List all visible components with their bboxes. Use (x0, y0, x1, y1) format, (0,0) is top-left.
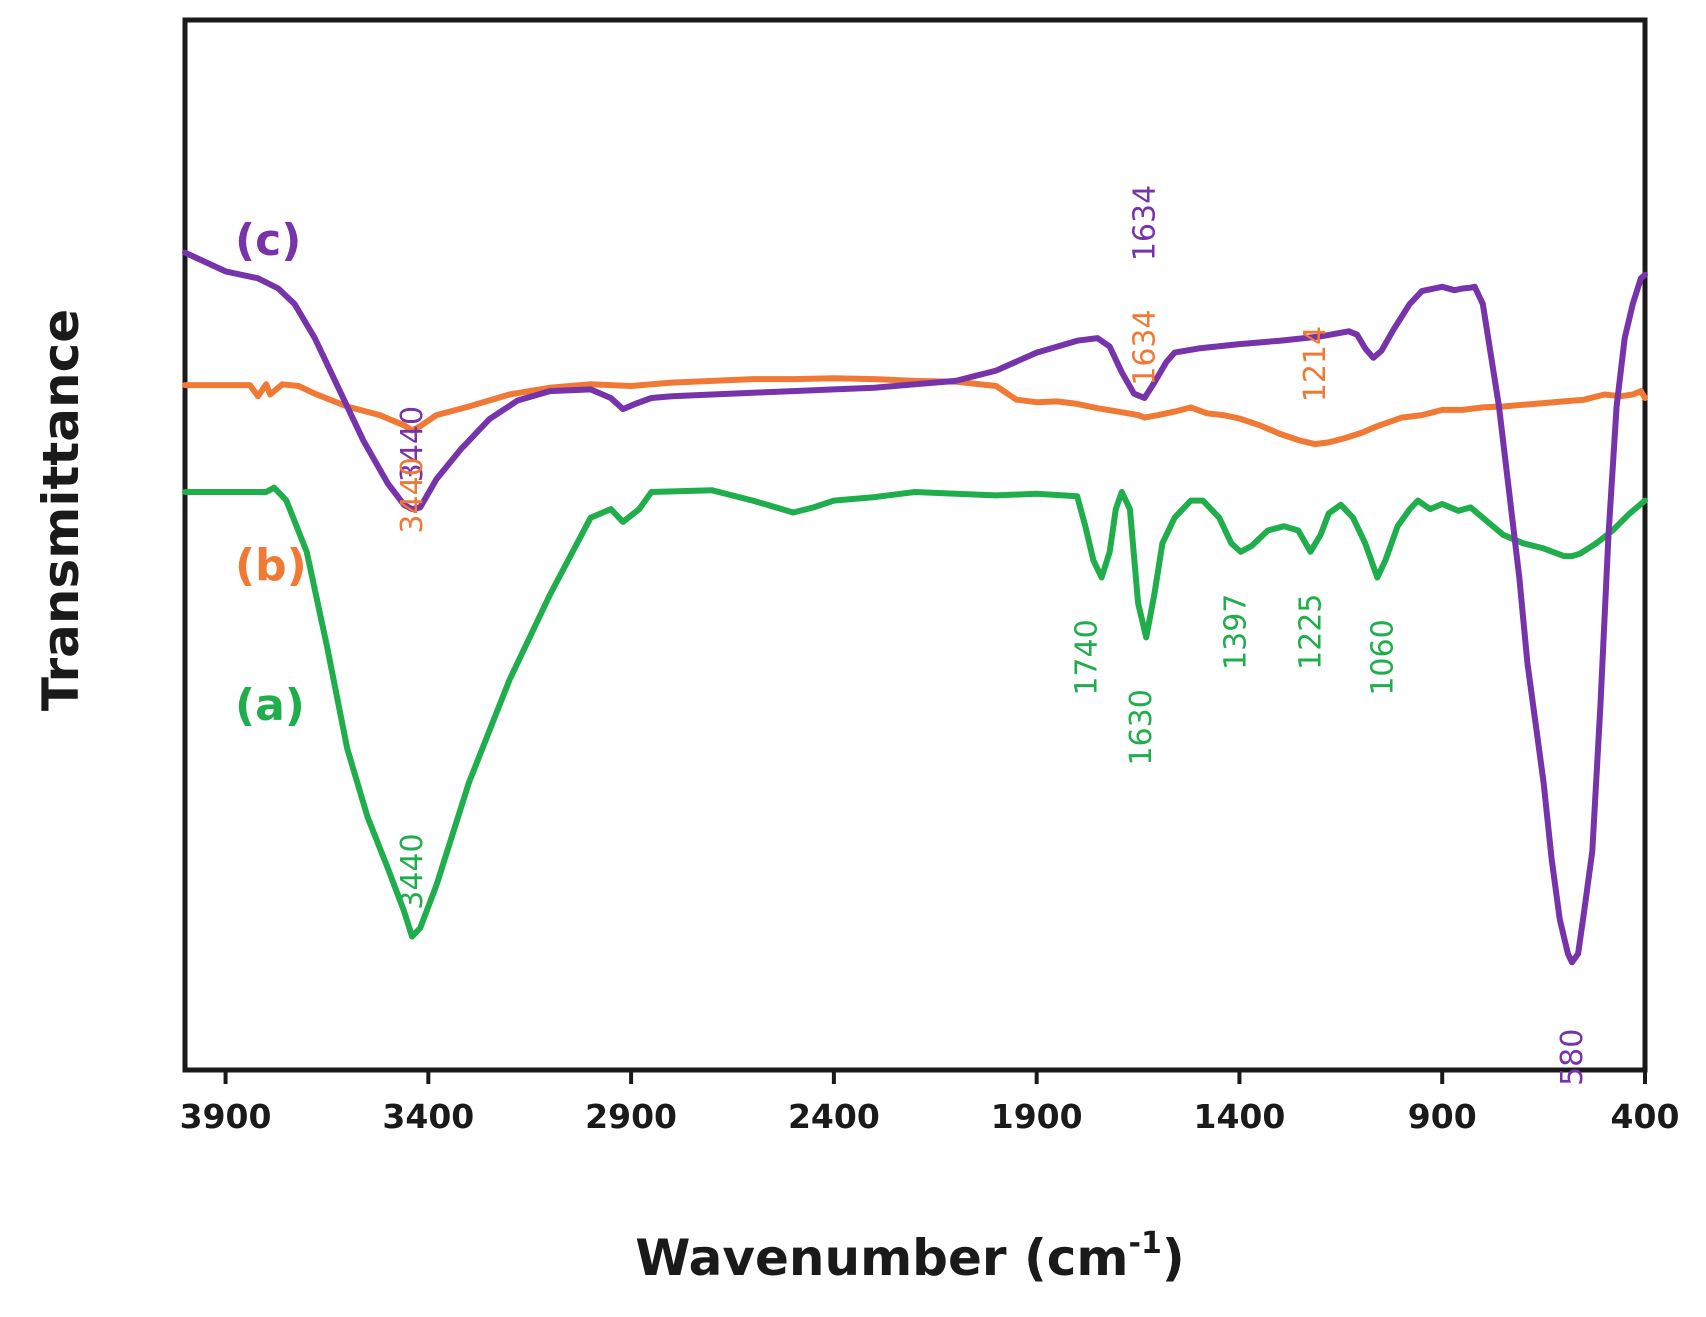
x-axis-tick-labels: 3900 3400 2900 2400 1900 1400 900 400 (180, 1097, 1680, 1136)
peak-annotations: (c) (b) (a) 3440 1634 580 3440 1634 1214 3440 1740… (235, 185, 1590, 1086)
x-tick-label: 400 (1611, 1097, 1680, 1136)
peak-label: 1634 (1128, 185, 1163, 261)
peak-label: 1634 (1128, 309, 1163, 385)
peak-label: 3440 (395, 457, 430, 533)
x-tick-label: 2900 (585, 1097, 677, 1136)
x-axis-title: Wavenumber (cm-1) (635, 1226, 1184, 1287)
x-tick-label: 1900 (991, 1097, 1083, 1136)
x-tick-label: 1400 (1194, 1097, 1286, 1136)
peak-label: 3440 (395, 406, 430, 482)
series-label: (a) (235, 680, 305, 731)
spectra (182, 249, 1648, 966)
peak-label: 1630 (1124, 689, 1159, 765)
plot-frame (182, 17, 1648, 1073)
spectrum-line (182, 249, 1648, 966)
peak-label: 580 (1555, 1029, 1590, 1086)
series-label: (c) (235, 215, 301, 266)
x-tick-label: 3400 (382, 1097, 474, 1136)
series-label: (b) (235, 540, 307, 591)
peak-label: 1397 (1219, 594, 1254, 670)
spectrum-line (182, 484, 1648, 940)
spectrum-line (182, 375, 1648, 448)
x-axis-ticks (223, 1070, 1647, 1084)
x-tick-label: 900 (1408, 1097, 1477, 1136)
peak-label: 1225 (1293, 594, 1328, 670)
x-tick-label: 2400 (788, 1097, 880, 1136)
x-tick-label: 3900 (180, 1097, 272, 1136)
y-axis-title: Transmittance (32, 309, 90, 711)
peak-label: 1214 (1298, 326, 1333, 402)
peak-label: 1060 (1365, 619, 1400, 695)
peak-label: 1740 (1070, 619, 1105, 695)
peak-label: 3440 (395, 833, 430, 909)
